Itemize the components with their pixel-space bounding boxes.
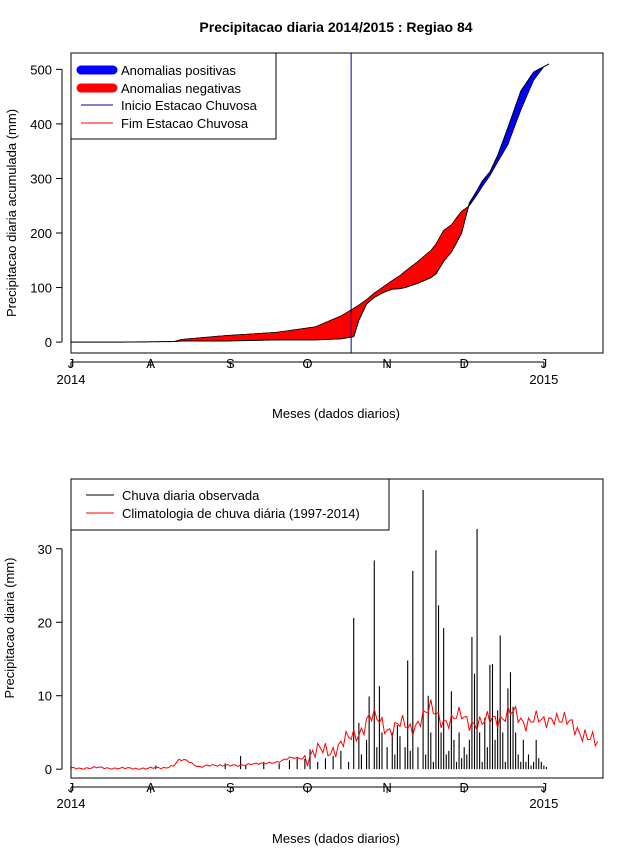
cumulative-lines: [71, 63, 550, 343]
legend-label-negative: Anomalias negativas: [121, 81, 241, 96]
plot-frame: [70, 52, 604, 354]
y-tick-label: 10: [38, 689, 52, 704]
y-tick-label: 20: [38, 615, 52, 630]
x-tick-label: D: [460, 356, 469, 371]
cumulative-precipitation-chart: Precipitacao diaria 2014/2015 : Regiao 8…: [4, 19, 604, 421]
legend-label-climatology: Climatologia de chuva diária (1997-2014): [122, 506, 360, 521]
x-tick-label: J: [541, 780, 548, 795]
y-tick-label: 500: [30, 62, 52, 77]
legend-label-start: Inicio Estacao Chuvosa: [121, 98, 258, 113]
climatology-line: [70, 699, 599, 770]
year-label: 2014: [57, 372, 86, 387]
x-tick-label: O: [302, 780, 312, 795]
x-tick-label: D: [460, 780, 469, 795]
y-tick-label: 300: [30, 171, 52, 186]
x-tick-label: A: [146, 780, 155, 795]
x-tick-label: N: [382, 780, 391, 795]
y-tick-label: 200: [30, 226, 52, 241]
y-axis: 0 10 20 30: [38, 542, 63, 777]
y-tick-label: 0: [45, 762, 52, 777]
x-axis-label: Meses (dados diarios): [272, 831, 400, 846]
x-tick-label: A: [146, 356, 155, 371]
y-tick-label: 100: [30, 281, 52, 296]
y-tick-label: 0: [45, 335, 52, 350]
climatology-cumulative-line: [71, 63, 550, 343]
year-label: 2015: [529, 796, 558, 811]
chart-title: Precipitacao diaria 2014/2015 : Regiao 8…: [199, 19, 472, 35]
x-tick-label: J: [68, 780, 75, 795]
daily-rain-bars: [70, 490, 548, 770]
x-tick-label: J: [541, 356, 548, 371]
y-tick-label: 400: [30, 117, 52, 132]
x-tick-label: S: [226, 780, 235, 795]
x-tick-label: N: [382, 356, 391, 371]
legend-label-end: Fim Estacao Chuvosa: [121, 116, 249, 131]
y-axis-label: Precipitacao diaria acumulada (mm): [4, 109, 19, 317]
year-label: 2014: [57, 796, 86, 811]
x-tick-label: J: [68, 356, 75, 371]
legend: Chuva diaria observada Climatologia de c…: [70, 478, 390, 531]
x-tick-label: O: [302, 356, 312, 371]
year-label: 2015: [529, 372, 558, 387]
y-axis-label: Precipitacao diaria (mm): [2, 558, 17, 699]
legend-label-observed: Chuva diaria observada: [122, 488, 260, 503]
legend: Anomalias positivas Anomalias negativas …: [70, 52, 277, 140]
x-axis-label: Meses (dados diarios): [272, 406, 400, 421]
y-axis: 0 100 200 300 400 500: [30, 62, 63, 350]
x-tick-label: S: [226, 356, 235, 371]
y-tick-label: 30: [38, 542, 52, 557]
legend-label-positive: Anomalias positivas: [121, 63, 236, 78]
legend-box: [70, 478, 390, 531]
